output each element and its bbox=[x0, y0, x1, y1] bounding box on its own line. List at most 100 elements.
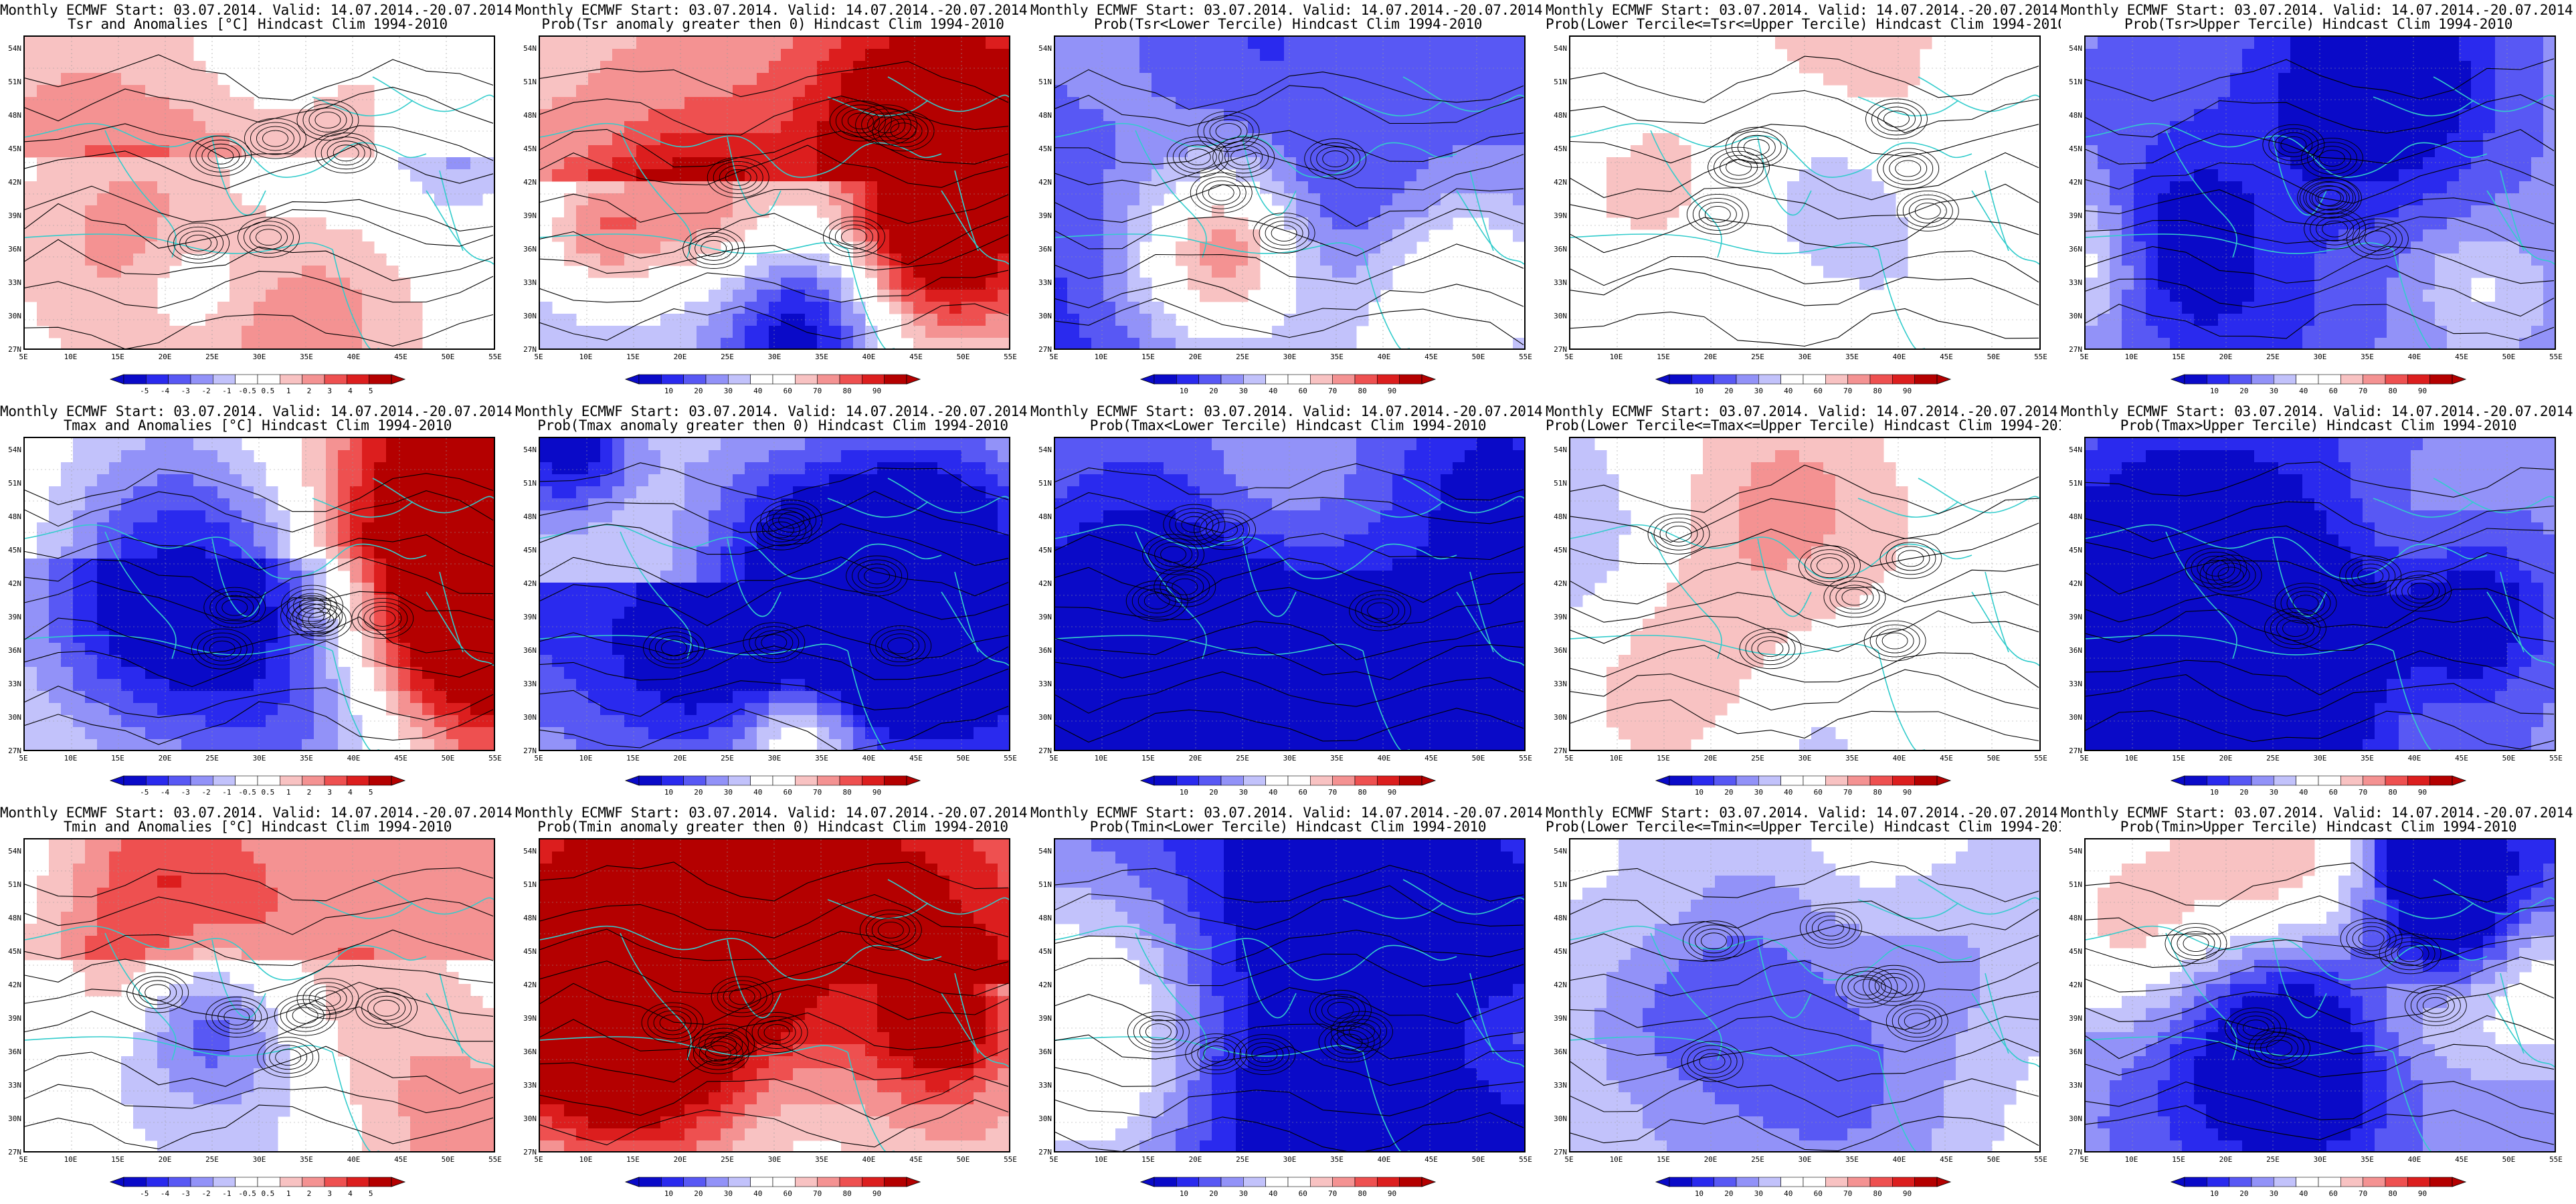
shaded-cell bbox=[624, 109, 637, 122]
shaded-cell bbox=[326, 474, 339, 487]
shaded-cell bbox=[817, 278, 830, 290]
shaded-cell bbox=[254, 314, 266, 326]
shaded-cell bbox=[1835, 266, 1848, 278]
shaded-cell bbox=[925, 314, 938, 326]
shaded-cell bbox=[2471, 145, 2484, 158]
shaded-cell bbox=[600, 133, 613, 146]
shaded-cell bbox=[2314, 326, 2327, 338]
shaded-cell bbox=[552, 145, 565, 158]
shaded-cell bbox=[2326, 73, 2339, 86]
shaded-cell bbox=[1811, 241, 1824, 254]
shaded-cell bbox=[350, 241, 363, 254]
shaded-cell bbox=[1079, 266, 1092, 278]
shaded-cell bbox=[1164, 85, 1176, 98]
shaded-cell bbox=[350, 438, 363, 451]
shaded-cell bbox=[805, 326, 818, 338]
shaded-cell bbox=[1380, 49, 1393, 62]
shaded-cell bbox=[2411, 205, 2423, 218]
shaded-cell bbox=[37, 145, 50, 158]
shaded-cell bbox=[266, 534, 278, 547]
colorbar-segment bbox=[2274, 374, 2296, 385]
coastline bbox=[2086, 233, 2394, 254]
shaded-cell bbox=[648, 145, 661, 158]
shaded-cell bbox=[229, 571, 242, 583]
colorbar-arrow-right bbox=[1421, 374, 1437, 385]
shaded-cell bbox=[2170, 85, 2183, 98]
shaded-cell bbox=[1368, 97, 1381, 110]
shaded-cell bbox=[145, 438, 158, 451]
shaded-cell bbox=[853, 217, 866, 230]
shaded-cell bbox=[2086, 229, 2098, 242]
shaded-cell bbox=[2158, 278, 2171, 290]
latitude-label: 27N bbox=[8, 345, 21, 354]
shaded-cell bbox=[2242, 169, 2255, 182]
shaded-cell bbox=[2351, 61, 2363, 74]
isotherm-contour bbox=[1055, 69, 1524, 110]
shaded-cell bbox=[49, 326, 62, 338]
shaded-cell bbox=[242, 571, 254, 583]
shaded-cell bbox=[374, 474, 387, 487]
shaded-cell bbox=[1441, 85, 1453, 98]
latitude-label: 42N bbox=[8, 178, 21, 187]
shaded-cell bbox=[1320, 157, 1333, 170]
shaded-cell bbox=[2387, 338, 2399, 348]
shaded-cell bbox=[326, 241, 339, 254]
shaded-cell bbox=[672, 49, 685, 62]
shaded-cell bbox=[61, 85, 74, 98]
shaded-cell bbox=[37, 727, 50, 740]
shaded-cell bbox=[109, 607, 122, 619]
shaded-cell bbox=[266, 631, 278, 643]
longitude-label: 30E bbox=[1283, 353, 1297, 361]
shaded-cell bbox=[2110, 37, 2122, 49]
shaded-cell bbox=[2182, 133, 2195, 146]
shaded-cell bbox=[181, 145, 194, 158]
shaded-cell bbox=[2435, 37, 2448, 49]
shaded-cell bbox=[85, 217, 98, 230]
shaded-cell bbox=[49, 169, 62, 182]
shaded-cell bbox=[2230, 37, 2243, 49]
shaded-cell bbox=[805, 145, 818, 158]
shaded-cell bbox=[205, 619, 218, 631]
shaded-cell bbox=[2519, 193, 2532, 206]
shaded-cell bbox=[374, 462, 387, 475]
shaded-cell bbox=[2447, 205, 2460, 218]
shaded-cell bbox=[1164, 49, 1176, 62]
shaded-cell bbox=[1055, 193, 1068, 206]
shaded-cell bbox=[2459, 97, 2472, 110]
shaded-cell bbox=[121, 691, 134, 704]
shaded-cell bbox=[314, 739, 327, 750]
shaded-cell bbox=[205, 205, 218, 218]
shaded-cell bbox=[49, 534, 62, 547]
shaded-cell bbox=[781, 133, 794, 146]
shaded-cell bbox=[386, 534, 399, 547]
shaded-cell bbox=[1103, 314, 1116, 326]
shaded-cell bbox=[1679, 193, 1691, 206]
shaded-cell bbox=[937, 181, 950, 194]
shaded-cell bbox=[2218, 85, 2231, 98]
shaded-cell bbox=[49, 217, 62, 230]
shaded-cell bbox=[2507, 217, 2520, 230]
colorbar bbox=[624, 374, 921, 385]
shaded-cell bbox=[1296, 61, 1309, 74]
shaded-cell bbox=[1847, 266, 1860, 278]
shaded-cell bbox=[2230, 61, 2243, 74]
colorbar-label: 60 bbox=[2328, 387, 2338, 395]
shaded-cell bbox=[2435, 229, 2448, 242]
shaded-cell bbox=[1296, 278, 1309, 290]
shaded-cell bbox=[73, 667, 86, 680]
shaded-cell bbox=[2447, 302, 2460, 314]
shaded-cell bbox=[1067, 278, 1080, 290]
shaded-cell bbox=[229, 302, 242, 314]
shaded-cell bbox=[1320, 302, 1333, 314]
shaded-cell bbox=[302, 109, 314, 122]
shaded-cell bbox=[145, 595, 158, 607]
shaded-cell bbox=[1127, 290, 1140, 302]
shaded-cell bbox=[458, 679, 471, 692]
shaded-cell bbox=[1320, 61, 1333, 74]
longitude-label: 15E bbox=[626, 754, 640, 763]
shaded-cell bbox=[61, 498, 74, 511]
colorbar-segment bbox=[1287, 374, 1311, 385]
shaded-cell bbox=[2387, 193, 2399, 206]
shaded-cell bbox=[97, 302, 110, 314]
shaded-cell bbox=[2206, 302, 2219, 314]
